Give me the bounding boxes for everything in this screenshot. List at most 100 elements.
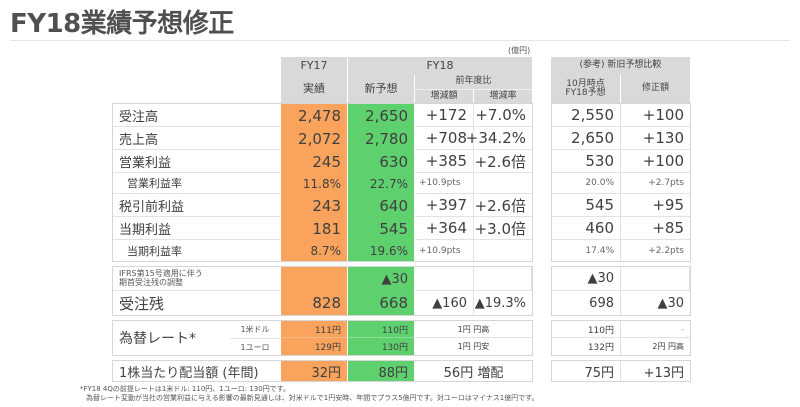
row-label: 当期利益率 [113, 240, 280, 261]
header-oct-forecast: 10月時点 FY18予想 [551, 75, 620, 103]
ifrs-rate [474, 267, 532, 291]
row-oct-forecast: 530 [552, 150, 621, 173]
fx-usd-rev: - [621, 321, 690, 338]
row-change-rate [474, 240, 532, 261]
title-divider [10, 40, 790, 41]
header-oct-line1: 10月時点 [566, 78, 605, 89]
row-oct-forecast: 2,550 [552, 104, 621, 127]
dividend-label: 1株当たり配当額 (年間) [119, 365, 259, 381]
ifrs-label-line1: IFRS第15号適用に伴う [119, 268, 203, 278]
row-fy17: 2,478 [281, 104, 347, 127]
backlog-frame [112, 266, 533, 316]
row-revision: +2.7pts [621, 173, 690, 194]
dividend-diff: 56円 増配 [415, 361, 532, 381]
row-revision: +2.2pts [621, 240, 690, 261]
row-change-rate: +34.2% [466, 127, 532, 150]
row-change-rate: +3.0倍 [474, 217, 532, 240]
fx-usd-oct: 110円 [552, 321, 621, 338]
fx-eur-fy18: 130円 [348, 338, 414, 355]
footnote-2: 為替レート変動が当社の営業利益に与える影響の最新見通しは、対米ドルで1円安時、年… [86, 394, 539, 402]
page-title: FY18業績予想修正 [10, 9, 234, 39]
row-fy18: 2,650 [348, 104, 414, 127]
row-revision: +95 [621, 194, 690, 217]
row-fy18: 630 [348, 150, 414, 173]
row-fy17: 8.7% [281, 240, 347, 261]
header-oct-line2: FY18予想 [565, 88, 606, 98]
dividend-rev: +13円 [621, 361, 690, 381]
fx-eur-fy17: 129円 [281, 338, 347, 355]
fx-eur-rev: 2円 円高 [621, 338, 690, 355]
row-label: 営業利益 [113, 150, 280, 173]
row-fy18: 22.7% [348, 173, 414, 194]
row-change-amount: +397 [415, 194, 474, 217]
backlog-rate: ▲19.3% [474, 291, 532, 315]
row-change-rate [474, 173, 532, 194]
row-fy17: 11.8% [281, 173, 347, 194]
row-oct-forecast: 2,650 [552, 127, 621, 150]
row-fy17: 2,072 [281, 127, 347, 150]
row-fy17: 243 [281, 194, 347, 217]
row-change-amount: +385 [415, 150, 474, 173]
dividend-fy17: 32円 [281, 361, 347, 381]
header-fy17-actual: 実績 [281, 75, 347, 103]
ifrs-label: IFRS第15号適用に伴う 期首受注残の調整 [113, 267, 280, 291]
reference-table-frame [551, 103, 691, 262]
row-change-amount: +10.9pts [415, 173, 474, 194]
row-change-rate: +2.6倍 [474, 194, 532, 217]
row-label: 受注高 [113, 104, 280, 127]
backlog-fy17: 828 [281, 291, 347, 315]
fx-ref-frame [551, 320, 691, 356]
row-oct-forecast: 545 [552, 194, 621, 217]
row-oct-forecast: 20.0% [552, 173, 621, 194]
row-change-rate: +2.6倍 [474, 150, 532, 173]
header-change-rate: 増減率 [474, 89, 532, 103]
ifrs-label-line2: 期首受注残の調整 [119, 277, 183, 287]
row-fy18: 2,780 [348, 127, 414, 150]
fx-usd-label: 1米ドル [240, 325, 270, 334]
row-label: 売上高 [113, 127, 280, 150]
backlog-ref-frame [551, 266, 691, 316]
backlog-rev: ▲30 [621, 291, 690, 315]
unit-label: (億円) [508, 46, 531, 55]
fx-usd-fy17: 111円 [281, 321, 347, 338]
row-fy18: 640 [348, 194, 414, 217]
row-fy18: 19.6% [348, 240, 414, 261]
ifrs-fy18: ▲30 [348, 267, 414, 291]
row-fy17: 181 [281, 217, 347, 240]
header-yoy: 前年度比 [415, 75, 532, 89]
row-revision: +85 [621, 217, 690, 240]
row-oct-forecast: 460 [552, 217, 621, 240]
row-revision: +130 [621, 127, 690, 150]
row-label: 当期利益 [113, 217, 280, 240]
dividend-ref-frame [551, 360, 691, 382]
backlog-diff: ▲160 [415, 291, 474, 315]
ifrs-oct: ▲30 [552, 267, 621, 291]
ifrs-fy17 [281, 267, 347, 291]
row-revision: +100 [621, 150, 690, 173]
fx-usd-diff: 1円 円高 [415, 321, 532, 338]
ifrs-diff [415, 267, 474, 291]
row-change-amount: +708 [415, 127, 474, 150]
main-table-frame [112, 103, 533, 262]
backlog-oct: 698 [552, 291, 621, 315]
backlog-label: 受注残 [113, 291, 280, 315]
backlog-fy18: 668 [348, 291, 414, 315]
fx-frame [112, 320, 533, 356]
row-change-rate: +7.0% [474, 104, 532, 127]
fx-label: 為替レート* [119, 331, 196, 347]
header-new-forecast: 新予想 [348, 75, 414, 103]
row-fy17: 245 [281, 150, 347, 173]
header-revision: 修正額 [621, 75, 690, 103]
fx-eur-label: 1ユーロ [230, 338, 280, 355]
header-reference: (参考) 新旧予想比較 [551, 57, 690, 75]
row-change-amount: +364 [415, 217, 474, 240]
dividend-fy18: 88円 [348, 361, 414, 381]
row-label: 営業利益率 [113, 173, 280, 194]
header-change-amount: 増減額 [415, 89, 473, 103]
header-fy17: FY17 [281, 57, 347, 75]
row-oct-forecast: 17.4% [552, 240, 621, 261]
fx-usd-fy18: 110円 [348, 321, 414, 338]
ifrs-rev [621, 267, 690, 291]
dividend-frame [112, 360, 533, 382]
fx-eur-oct: 132円 [552, 338, 621, 355]
